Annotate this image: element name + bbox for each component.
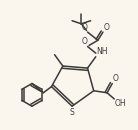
Text: O: O [81, 22, 87, 32]
Text: OH: OH [115, 99, 126, 109]
Text: O: O [113, 74, 119, 83]
Text: NH: NH [96, 47, 108, 56]
Text: O: O [81, 37, 87, 46]
Text: O: O [104, 22, 109, 32]
Text: S: S [70, 108, 75, 117]
